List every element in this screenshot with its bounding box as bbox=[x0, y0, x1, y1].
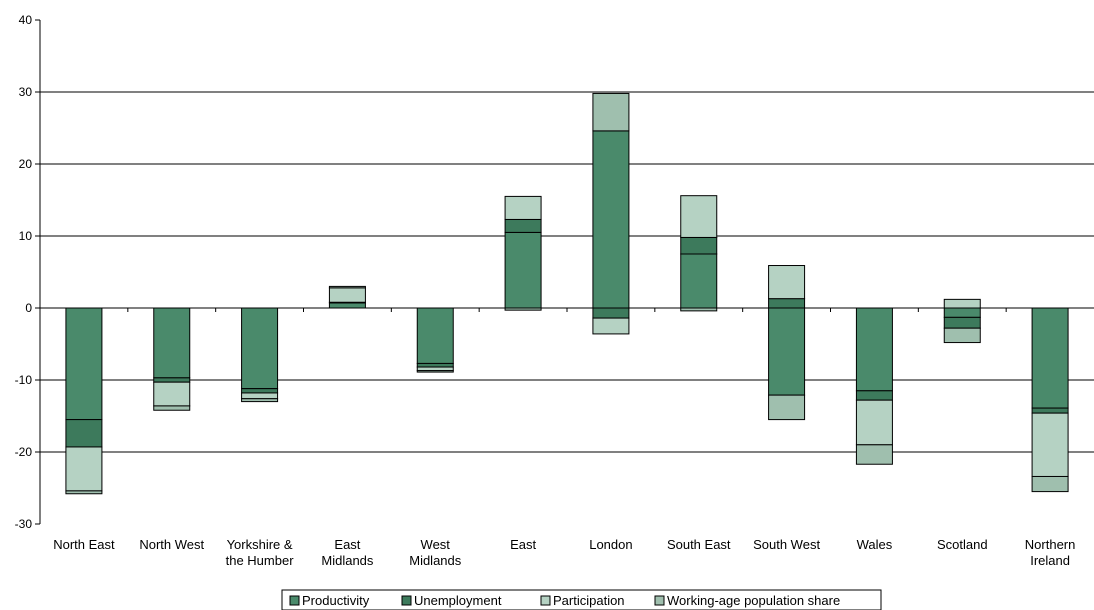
bar-segment-working-age-population-share bbox=[65, 490, 103, 495]
bar-segment-participation bbox=[768, 265, 806, 300]
bar-segment-participation bbox=[416, 366, 454, 372]
x-tick-label: East Midlands bbox=[321, 537, 374, 568]
x-tick-label-line: London bbox=[589, 537, 632, 552]
x-tick-label-line: South East bbox=[667, 537, 731, 552]
y-tick-label: -30 bbox=[15, 517, 33, 531]
x-tick-label-line: West bbox=[421, 537, 451, 552]
x-tick-label-line: Wales bbox=[857, 537, 893, 552]
bar-segment-unemployment bbox=[1031, 407, 1069, 414]
legend-swatch bbox=[401, 595, 412, 606]
bar-segment-productivity bbox=[768, 307, 806, 396]
y-tick-label: -20 bbox=[15, 445, 33, 459]
x-tick-label-line: South West bbox=[753, 537, 820, 552]
x-tick-label: West Midlands bbox=[409, 537, 462, 568]
y-tick-label: 0 bbox=[25, 301, 32, 315]
bar-segment-unemployment bbox=[855, 390, 893, 401]
bars bbox=[65, 92, 1069, 495]
x-tick-label: Scotland bbox=[937, 537, 988, 552]
bar-segment-participation bbox=[504, 195, 542, 220]
bar-segment-unemployment bbox=[241, 388, 279, 394]
legend-swatch bbox=[540, 595, 551, 606]
bar-segment-productivity bbox=[153, 307, 191, 379]
bar-segment-productivity bbox=[1031, 307, 1069, 409]
bar-segment-unemployment bbox=[680, 236, 718, 255]
bar-segment-unemployment bbox=[504, 218, 542, 233]
legend-box bbox=[281, 589, 882, 610]
legend-swatch bbox=[289, 595, 300, 606]
gridlines bbox=[40, 91, 1094, 453]
x-tick-label-line: Ireland bbox=[1030, 553, 1070, 568]
bar-segment-working-age-population-share bbox=[328, 285, 366, 289]
bar-segment-participation bbox=[328, 287, 366, 303]
x-tick-label-line: Midlands bbox=[409, 553, 462, 568]
bar-segment-participation bbox=[855, 399, 893, 446]
y-tick-label: 30 bbox=[19, 85, 33, 99]
bar-segment-productivity bbox=[680, 253, 718, 309]
bar-segment-unemployment bbox=[65, 419, 103, 448]
bar-segment-productivity bbox=[65, 307, 103, 421]
x-tick-label: Northern Ireland bbox=[1025, 537, 1076, 568]
x-tick-label: North East bbox=[53, 537, 115, 552]
bar-segment-productivity bbox=[943, 307, 981, 318]
x-tick-label-line: the Humber bbox=[226, 553, 295, 568]
bar-segment-participation bbox=[592, 317, 630, 335]
bar-segment-participation bbox=[680, 195, 718, 238]
y-tick-label: -10 bbox=[15, 373, 33, 387]
bar-segment-unemployment bbox=[153, 377, 191, 383]
x-tick-label-line: Midlands bbox=[321, 553, 374, 568]
bar-segment-participation bbox=[241, 392, 279, 400]
bar-segment-unemployment bbox=[592, 307, 630, 319]
bar-segment-productivity bbox=[504, 231, 542, 309]
bar-segment-participation bbox=[65, 446, 103, 492]
bar-segment-participation bbox=[943, 298, 981, 309]
x-tick-label: North West bbox=[139, 537, 204, 552]
x-tick-label-line: Yorkshire & bbox=[227, 537, 293, 552]
x-tick-label-line: Northern bbox=[1025, 537, 1076, 552]
bar-segment-productivity bbox=[592, 130, 630, 309]
legend-label: Productivity bbox=[302, 593, 370, 608]
bar-segment-working-age-population-share bbox=[241, 398, 279, 403]
x-tick-label: London bbox=[589, 537, 632, 552]
axes: -30 -20 -10 0 10 20 30 40 North East North West Yo… bbox=[15, 13, 1094, 568]
bar-segment-productivity bbox=[855, 307, 893, 392]
bar-segment-working-age-population-share bbox=[416, 370, 454, 373]
bar-segment-working-age-population-share bbox=[768, 394, 806, 421]
bar-segment-participation bbox=[153, 381, 191, 407]
bar-segment-unemployment bbox=[768, 298, 806, 309]
bar-segment-working-age-population-share bbox=[1031, 475, 1069, 493]
legend: Productivity Unemployment Participation Wor… bbox=[281, 589, 882, 610]
y-tick-label: 20 bbox=[19, 157, 33, 171]
bar-segment-productivity bbox=[241, 307, 279, 390]
bar-segment-unemployment bbox=[416, 362, 454, 368]
legend-swatch bbox=[654, 595, 665, 606]
x-tick-label-line: North East bbox=[53, 537, 115, 552]
x-tick-label-line: East bbox=[510, 537, 536, 552]
y-tick-label: 40 bbox=[19, 13, 33, 27]
legend-label: Participation bbox=[553, 593, 625, 608]
legend-label: Unemployment bbox=[414, 593, 502, 608]
x-tick-label: South West bbox=[753, 537, 820, 552]
x-tick-label-line: Scotland bbox=[937, 537, 988, 552]
x-tick-label-line: East bbox=[334, 537, 360, 552]
bar-segment-participation bbox=[1031, 412, 1069, 477]
bar-segment-productivity bbox=[328, 302, 366, 309]
bar-segment-working-age-population-share bbox=[943, 327, 981, 344]
y-tick-label: 10 bbox=[19, 229, 33, 243]
x-tick-label: East bbox=[510, 537, 536, 552]
bar-segment-working-age-population-share bbox=[153, 405, 191, 411]
x-tick-label-line: North West bbox=[139, 537, 204, 552]
bar-segment-unemployment bbox=[943, 316, 981, 329]
legend-label: Working-age population share bbox=[667, 593, 840, 608]
bar-segment-productivity bbox=[416, 307, 454, 364]
x-tick-label: Yorkshire & the Humber bbox=[226, 537, 295, 568]
x-tick-label: Wales bbox=[857, 537, 893, 552]
bar-segment-working-age-population-share bbox=[592, 92, 630, 132]
bar-segment-working-age-population-share bbox=[855, 444, 893, 465]
x-tick-label: South East bbox=[667, 537, 731, 552]
